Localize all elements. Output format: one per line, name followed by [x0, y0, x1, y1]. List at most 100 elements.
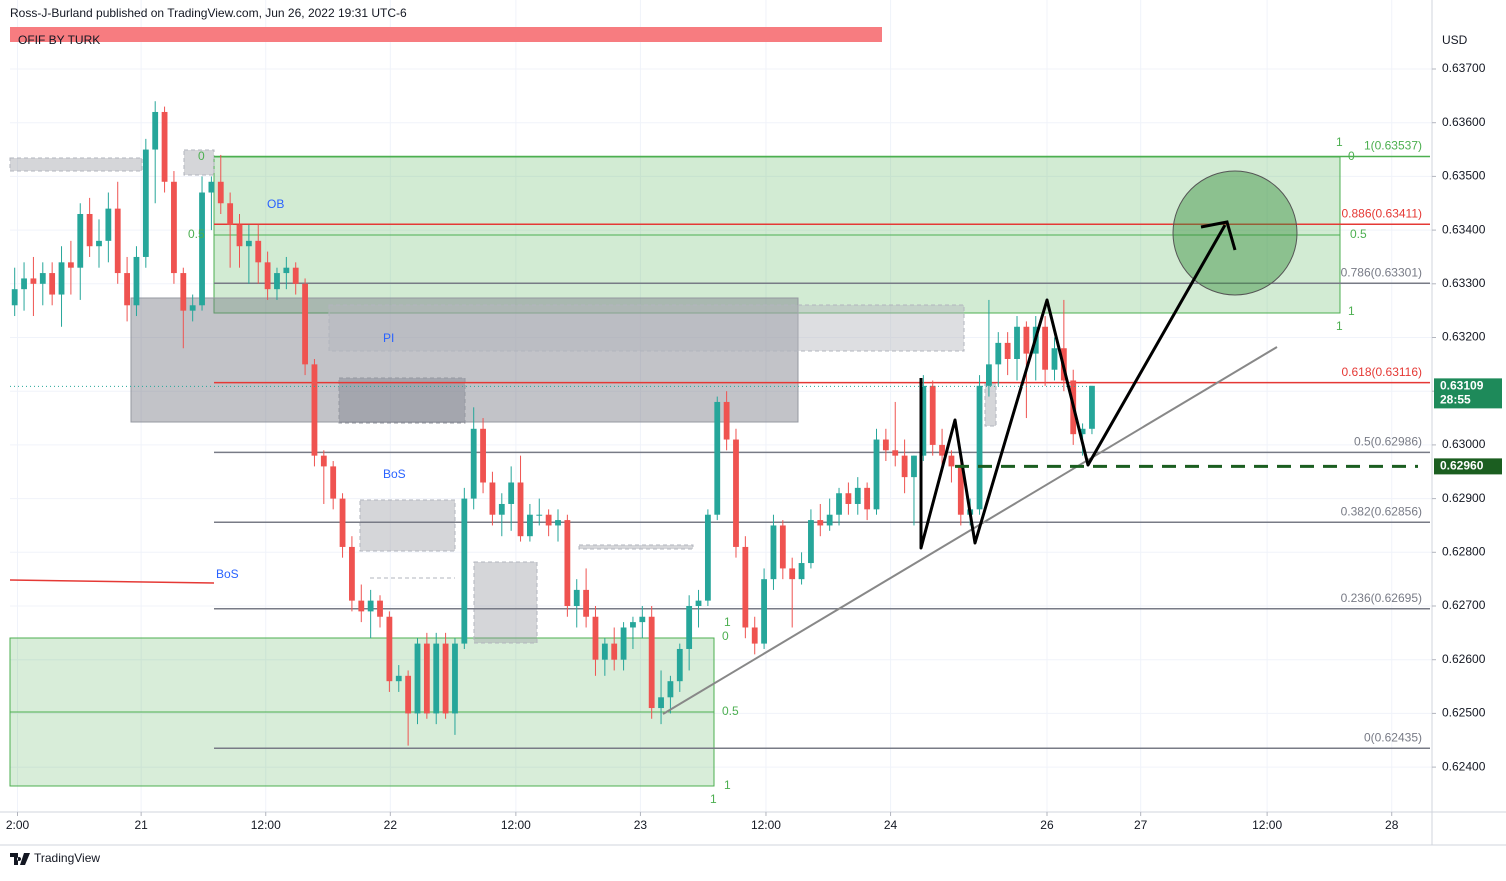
candle-body	[274, 273, 280, 290]
candle-body	[386, 616, 393, 682]
candle-body	[77, 213, 84, 268]
candle-body	[1051, 348, 1058, 370]
currency: USD	[1442, 33, 1468, 47]
candle-body	[124, 273, 130, 306]
candle-body	[845, 493, 852, 504]
box	[984, 382, 997, 427]
candle-body	[433, 643, 440, 714]
annotation: 1	[710, 792, 717, 806]
annotation: 1	[1336, 135, 1343, 149]
y-tick-label: 0.62800	[1442, 544, 1486, 558]
annotation: 1	[724, 615, 731, 629]
annotation: 1	[1336, 319, 1343, 333]
candle-body	[11, 289, 18, 306]
candle-body	[470, 428, 477, 499]
candle-body	[686, 606, 693, 649]
candle-body	[377, 600, 383, 617]
candle-body	[939, 444, 945, 456]
candle-body	[39, 273, 46, 284]
candle-body	[517, 482, 524, 537]
candle-body	[30, 278, 37, 284]
candle-body	[995, 342, 1002, 365]
candle-body	[911, 455, 917, 478]
annotation: PI	[383, 331, 394, 345]
annotation: 0	[722, 629, 729, 643]
candle-body	[920, 385, 927, 456]
bos-line	[9, 579, 215, 584]
candle-body	[779, 525, 786, 569]
publisher: Ross-J-Burland published on TradingView.…	[10, 6, 407, 20]
candle-body	[171, 181, 177, 274]
y-tick-label: 0.62500	[1442, 706, 1486, 720]
candle-body	[957, 466, 964, 515]
candle-body	[986, 364, 992, 386]
candle-body	[658, 697, 664, 709]
candle-body	[489, 482, 496, 515]
x-tick-label: 27	[1134, 818, 1148, 832]
price-tag-label: 0.62960	[1440, 459, 1484, 473]
y-tick-label: 0.63600	[1442, 115, 1486, 129]
x-tick-label: 2:00	[6, 818, 30, 832]
candle-body	[564, 520, 571, 607]
y-tick-label: 0.62700	[1442, 598, 1486, 612]
y-tick-label: 0.62400	[1442, 759, 1486, 773]
candle-body	[86, 213, 93, 247]
x-tick-label: 12:00	[501, 818, 531, 832]
candle-body	[245, 240, 252, 247]
annotation: 1	[1348, 304, 1355, 318]
candle-body	[611, 643, 618, 660]
price-tag	[1434, 378, 1502, 409]
candle-body	[199, 192, 205, 306]
annotation: BoS	[383, 467, 406, 481]
annotation: 0.5	[188, 227, 205, 241]
candle-body	[264, 262, 271, 290]
candle-body	[498, 503, 505, 515]
price-tag-timer: 28:55	[1440, 393, 1471, 407]
x-tick-label: 24	[884, 818, 898, 832]
y-tick-label: 0.63500	[1442, 169, 1486, 183]
arrow-head	[1200, 220, 1237, 251]
candle-body	[358, 600, 365, 612]
candle-body	[826, 514, 833, 526]
box	[359, 499, 456, 552]
annotation: OB	[267, 197, 284, 211]
candle-body	[189, 305, 196, 311]
x-tick-label: 22	[384, 818, 398, 832]
candle-body	[461, 498, 468, 644]
candle-body	[798, 563, 805, 580]
annotation: 0.5	[722, 704, 739, 718]
candle-body	[742, 546, 749, 628]
fib-label: 0.382(0.62856)	[1341, 504, 1422, 518]
candle-body	[536, 514, 543, 516]
box	[183, 149, 215, 176]
candle-body	[180, 273, 187, 311]
box	[473, 561, 538, 644]
price-tag	[1434, 458, 1502, 475]
candle-body	[751, 627, 758, 644]
candle-body	[320, 455, 327, 467]
candle-body	[1042, 326, 1049, 370]
candle-body	[648, 616, 655, 709]
candle-body	[817, 520, 824, 526]
candle-body	[395, 675, 402, 682]
candle-body	[105, 208, 112, 241]
indicator-bar	[10, 27, 882, 42]
axes: 0.62400 0.62500 0.62600 0.62700 0.62800 0.629…	[6, 61, 1502, 832]
candle-body	[133, 256, 140, 306]
candle-body	[49, 273, 56, 295]
candle-body	[208, 181, 215, 193]
annotation: 1	[724, 778, 731, 792]
candle-body	[526, 514, 533, 537]
fib-label: 1(0.63537)	[1364, 139, 1422, 153]
annotation: BoS	[216, 567, 239, 581]
candle-body	[836, 493, 842, 515]
x-tick-label: 28	[1385, 818, 1399, 832]
fib-label: 0.786(0.63301)	[1341, 265, 1422, 279]
candle-body	[330, 466, 337, 499]
candle-body	[630, 622, 636, 628]
candles	[11, 101, 1095, 746]
fib-label: 0.236(0.62695)	[1341, 591, 1422, 605]
x-tick-label: 12:00	[751, 818, 781, 832]
candle-body	[714, 401, 721, 515]
